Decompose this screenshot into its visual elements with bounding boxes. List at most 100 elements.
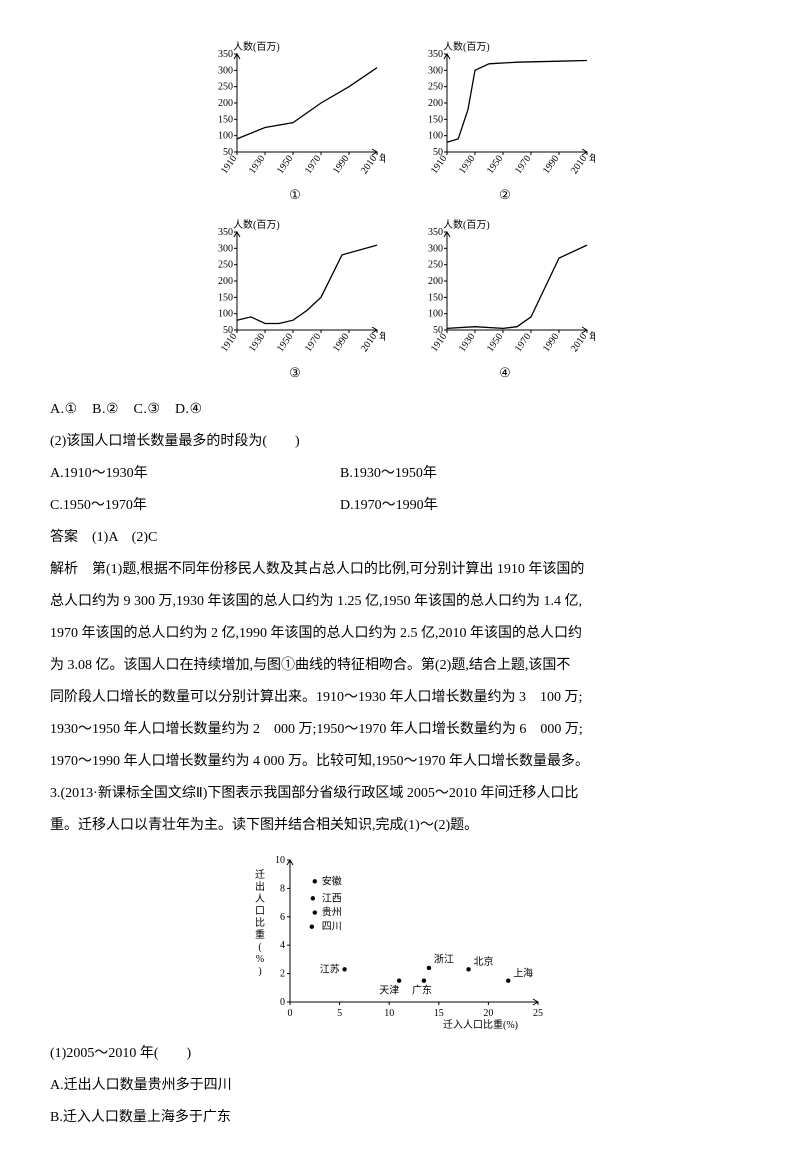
chart-3: 人数(百万)5010015020025030035019101930195019… <box>205 218 385 386</box>
svg-text:2: 2 <box>280 969 285 980</box>
svg-text:1990: 1990 <box>541 153 561 176</box>
svg-text:2010: 2010 <box>569 331 589 354</box>
q3-opt-b: B.迁入人口数量上海多于广东 <box>50 1104 750 1132</box>
explain-1: 解析 第(1)题,根据不同年份移民人数及其占总人口的比例,可分别计算出 1910… <box>50 556 750 584</box>
svg-text:200: 200 <box>428 98 443 109</box>
svg-text:1950: 1950 <box>485 331 505 354</box>
svg-text:150: 150 <box>218 292 233 303</box>
svg-text:1990: 1990 <box>541 331 561 354</box>
svg-text:150: 150 <box>428 114 443 125</box>
svg-text:10: 10 <box>275 855 285 866</box>
svg-text:人数(百万): 人数(百万) <box>443 40 490 53</box>
explain-4: 为 3.08 亿。该国人口在持续增加,与图①曲线的特征相吻合。第(2)题,结合上… <box>50 652 750 680</box>
svg-text:6: 6 <box>280 912 285 923</box>
svg-text:5: 5 <box>337 1008 342 1019</box>
svg-text:人数(百万): 人数(百万) <box>233 40 280 53</box>
q1-options: A.① B.② C.③ D.④ <box>50 396 750 424</box>
svg-text:江西: 江西 <box>322 892 342 904</box>
svg-text:350: 350 <box>218 227 233 238</box>
svg-text:年: 年 <box>589 330 595 343</box>
svg-text:1990: 1990 <box>331 331 351 354</box>
svg-text:年: 年 <box>379 152 385 165</box>
q2-row-cd: C.1950～1970年 D.1970～1990年 <box>50 492 750 520</box>
q3-opt-a: A.迁出人口数量贵州多于四川 <box>50 1072 750 1100</box>
svg-text:20: 20 <box>483 1008 493 1019</box>
explain-7: 1970～1990 年人口增长数量约为 4 000 万。比较可知,1950～19… <box>50 748 750 776</box>
svg-text:比: 比 <box>255 917 265 929</box>
q2-opt-c: C.1950～1970年 <box>50 492 340 520</box>
svg-text:): ) <box>258 966 261 977</box>
svg-text:300: 300 <box>428 65 443 76</box>
q2-opt-d: D.1970～1990年 <box>340 492 438 520</box>
svg-text:150: 150 <box>218 114 233 125</box>
chart-4-label: ④ <box>415 360 595 386</box>
svg-text:江苏: 江苏 <box>320 962 340 975</box>
answer-line: 答案 (1)A (2)C <box>50 524 750 552</box>
svg-text:贵州: 贵州 <box>322 906 342 919</box>
chart-3-label: ③ <box>205 360 385 386</box>
svg-text:四川: 四川 <box>322 922 342 933</box>
svg-text:1970: 1970 <box>303 153 323 176</box>
svg-text:25: 25 <box>533 1008 543 1019</box>
svg-text:迁: 迁 <box>255 869 265 881</box>
svg-text:安徽: 安徽 <box>322 874 342 887</box>
svg-text:350: 350 <box>428 227 443 238</box>
svg-text:1970: 1970 <box>513 331 533 354</box>
svg-text:1930: 1930 <box>247 331 267 354</box>
svg-text:年: 年 <box>589 152 595 165</box>
explain-3: 1970 年该国的总人口约为 2 亿,1990 年该国的总人口约为 2.5 亿,… <box>50 620 750 648</box>
svg-text:(: ( <box>258 942 262 953</box>
svg-text:15: 15 <box>434 1008 444 1019</box>
q3-stem: (1)2005～2010 年( ) <box>50 1040 750 1068</box>
svg-text:200: 200 <box>218 276 233 287</box>
svg-text:1930: 1930 <box>247 153 267 176</box>
q3-intro-2: 重。迁移人口以青壮年为主。读下图并结合相关知识,完成(1)～(2)题。 <box>50 812 750 840</box>
svg-text:150: 150 <box>428 292 443 303</box>
chart-2: 人数(百万)5010015020025030035019101930195019… <box>415 40 595 208</box>
svg-text:350: 350 <box>218 49 233 60</box>
svg-text:1950: 1950 <box>275 331 295 354</box>
svg-text:出: 出 <box>255 880 265 893</box>
svg-text:年: 年 <box>379 330 385 343</box>
chart-1-label: ① <box>205 182 385 208</box>
explain-2: 总人口约为 9 300 万,1930 年该国的总人口约为 1.25 亿,1950… <box>50 588 750 616</box>
svg-text:100: 100 <box>428 131 443 142</box>
svg-text:350: 350 <box>428 49 443 60</box>
svg-text:天津: 天津 <box>379 985 399 997</box>
charts-grid: 人数(百万)5010015020025030035019101930195019… <box>50 40 750 386</box>
q2-opt-b: B.1930～1950年 <box>340 460 437 488</box>
svg-text:2010: 2010 <box>359 153 379 176</box>
svg-text:1930: 1930 <box>457 153 477 176</box>
svg-text:4: 4 <box>280 940 285 951</box>
explain-5: 同阶段人口增长的数量可以分别计算出来。1910～1930 年人口增长数量约为 3… <box>50 684 750 712</box>
scatter-chart: 02468100510152025迁出人口比重(%)迁入人口比重(%)安徽江西贵… <box>50 850 750 1030</box>
svg-text:1990: 1990 <box>331 153 351 176</box>
svg-text:1950: 1950 <box>485 153 505 176</box>
svg-text:1950: 1950 <box>275 153 295 176</box>
svg-text:上海: 上海 <box>513 967 533 980</box>
svg-text:200: 200 <box>428 276 443 287</box>
svg-text:8: 8 <box>280 883 285 894</box>
svg-text:300: 300 <box>218 243 233 254</box>
svg-text:人数(百万): 人数(百万) <box>443 218 490 231</box>
svg-text:100: 100 <box>218 131 233 142</box>
svg-text:口: 口 <box>255 906 265 917</box>
svg-text:1970: 1970 <box>513 153 533 176</box>
explain-6: 1930～1950 年人口增长数量约为 2 000 万;1950～1970 年人… <box>50 716 750 744</box>
svg-text:250: 250 <box>218 260 233 271</box>
svg-text:1930: 1930 <box>457 331 477 354</box>
svg-text:250: 250 <box>218 82 233 93</box>
svg-text:%: % <box>256 954 264 965</box>
svg-text:重: 重 <box>255 928 265 941</box>
svg-text:1970: 1970 <box>303 331 323 354</box>
svg-text:300: 300 <box>218 65 233 76</box>
q2-row-ab: A.1910～1930年 B.1930～1950年 <box>50 460 750 488</box>
svg-text:250: 250 <box>428 82 443 93</box>
svg-text:100: 100 <box>218 309 233 320</box>
svg-text:250: 250 <box>428 260 443 271</box>
svg-text:10: 10 <box>384 1008 394 1019</box>
svg-text:0: 0 <box>288 1008 293 1019</box>
chart-2-label: ② <box>415 182 595 208</box>
svg-text:300: 300 <box>428 243 443 254</box>
q2-opt-a: A.1910～1930年 <box>50 460 340 488</box>
